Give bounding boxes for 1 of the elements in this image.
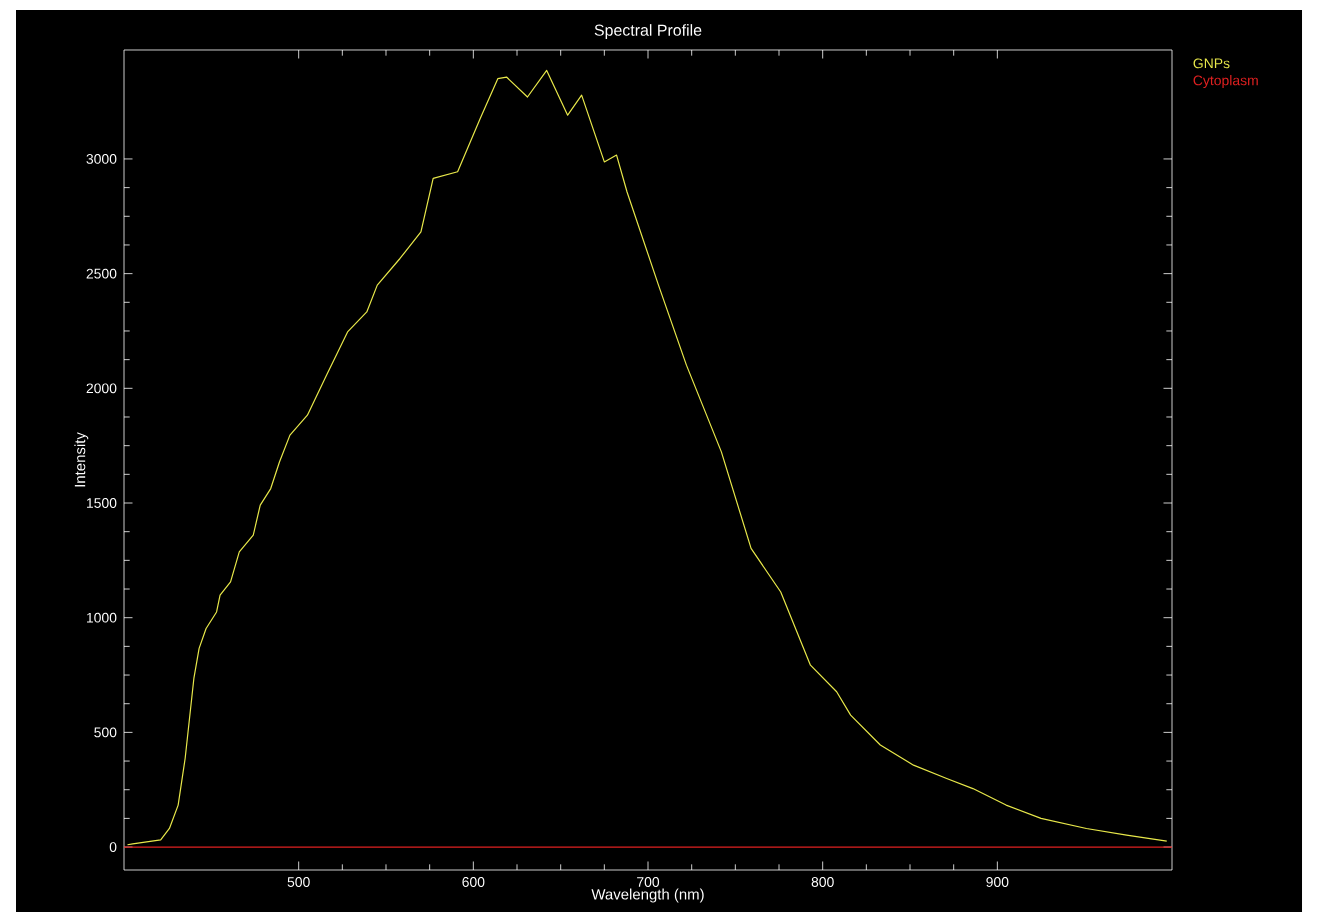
line-series: [126, 69, 1168, 846]
